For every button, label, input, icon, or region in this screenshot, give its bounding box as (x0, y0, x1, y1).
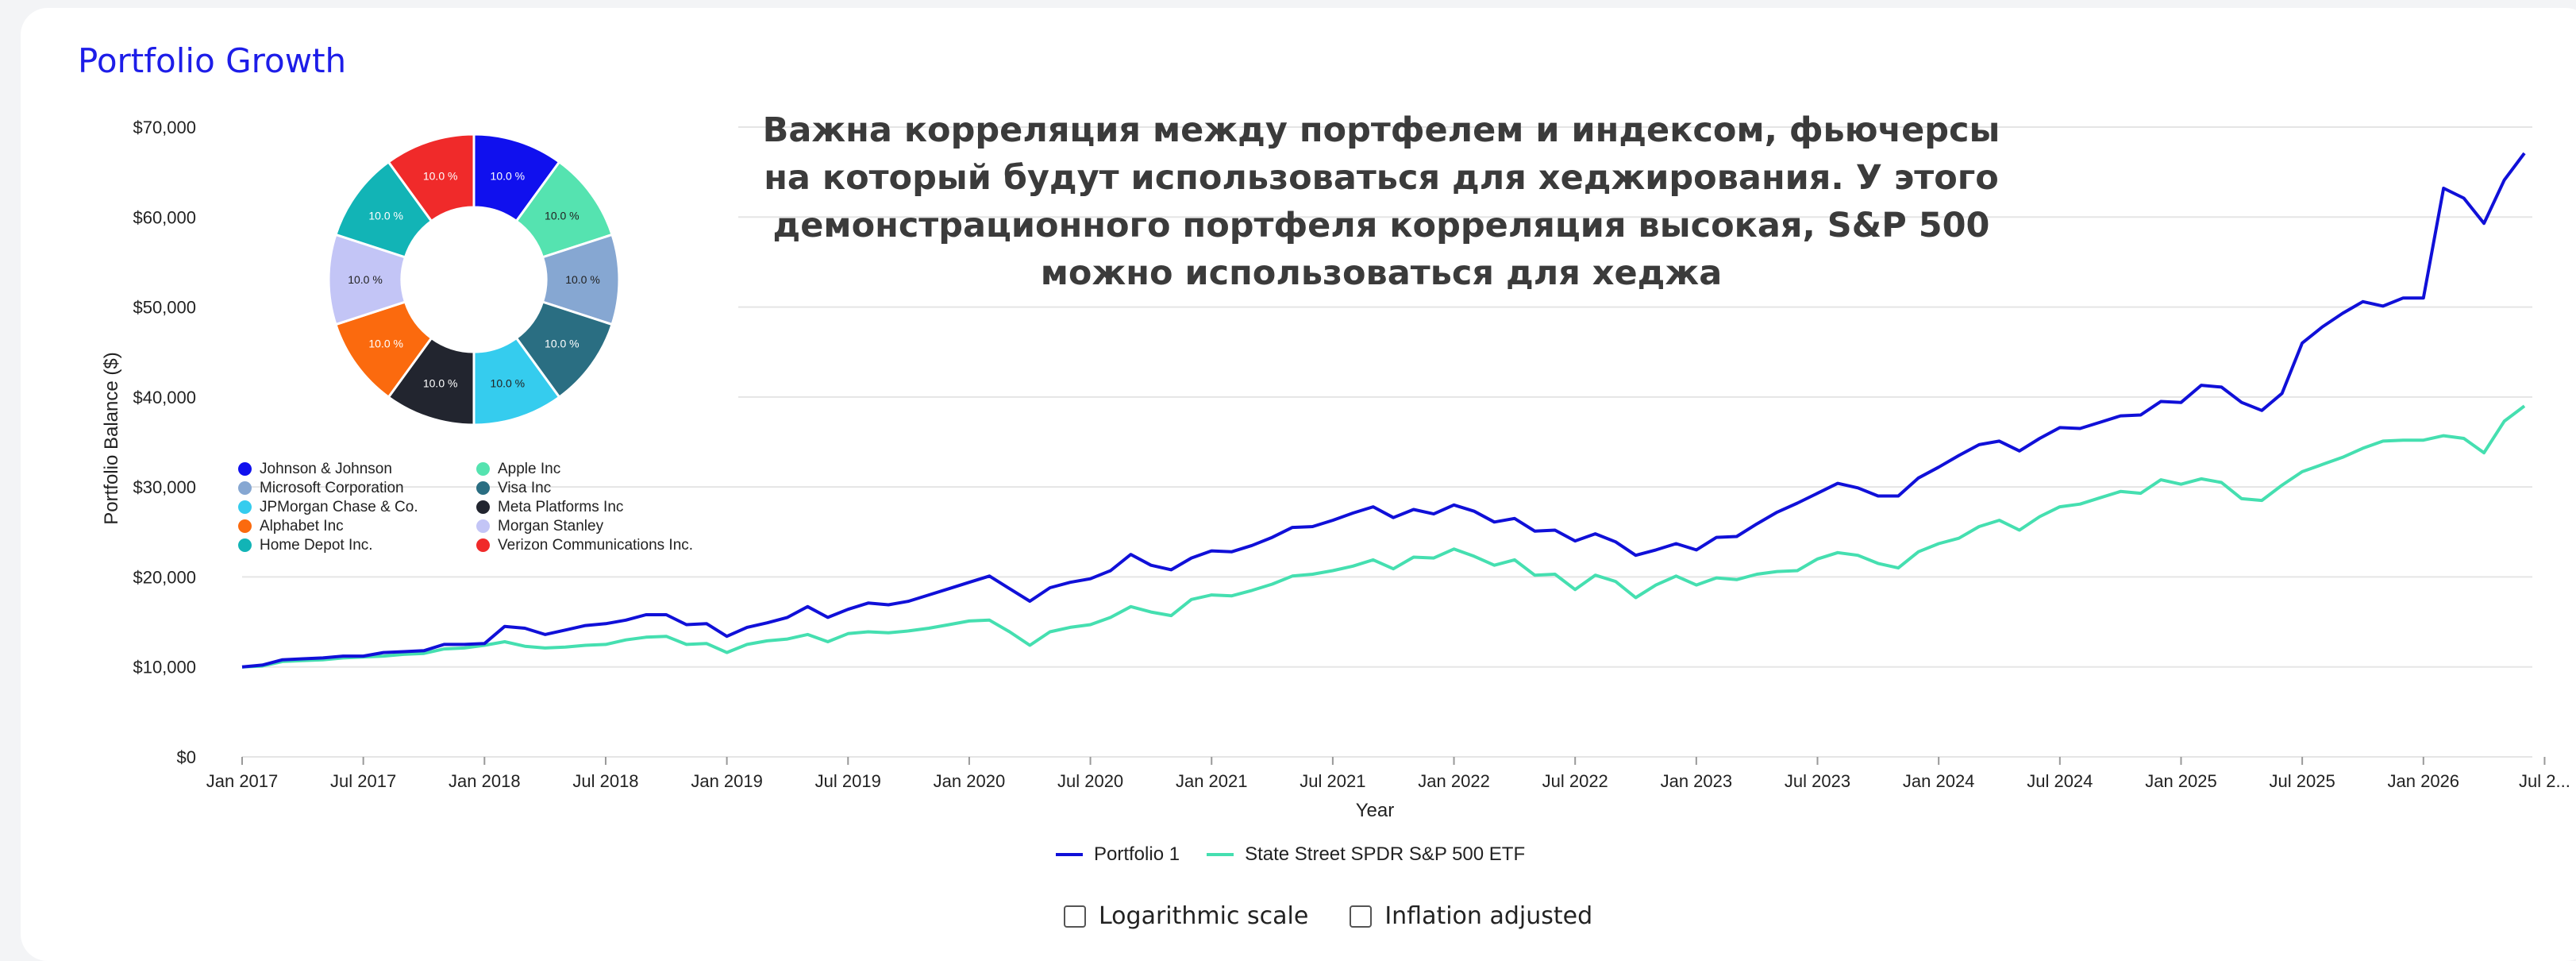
x-tick-label: Jul 2023 (1785, 771, 1850, 791)
legend-dot (238, 462, 252, 476)
y-tick-label: $40,000 (133, 388, 196, 407)
allocation-legend-label: JPMorgan Chase & Co. (260, 498, 418, 515)
allocation-legend: Johnson & Johnson Apple Inc Microsoft Corp… (238, 461, 762, 554)
allocation-donut: 10.0 % 10.0 % 10.0 % 10.0 % 10.0 % 10.0 % 10.0… (327, 133, 621, 426)
x-tick-label: Jul 2... (2519, 771, 2570, 791)
allocation-legend-label: Meta Platforms Inc (498, 498, 624, 515)
donut-slice-label: 10.0 % (565, 273, 600, 286)
y-tick-label: $50,000 (133, 298, 196, 318)
allocation-legend-item: Verizon Communications Inc. (476, 537, 746, 554)
x-axis-ticks: Jan 2017 Jul 2017 Jan 2018 Jul 2018 Jan 2019… (206, 757, 2570, 791)
allocation-legend-item: Alphabet Inc (238, 518, 476, 535)
allocation-legend-label: Home Depot Inc. (260, 536, 373, 554)
legend-dot (238, 519, 252, 533)
allocation-legend-item: Apple Inc (476, 461, 746, 477)
allocation-legend-item: Morgan Stanley (476, 518, 746, 535)
allocation-legend-label: Apple Inc (498, 460, 561, 477)
x-tick-label: Jan 2021 (1176, 771, 1248, 791)
x-tick-label: Jan 2018 (449, 771, 521, 791)
y-tick-label: $30,000 (133, 477, 196, 497)
x-tick-label: Jan 2020 (934, 771, 1006, 791)
y-tick-label: $20,000 (133, 567, 196, 587)
series-legend-label: Portfolio 1 (1094, 843, 1180, 865)
logarithmic-scale-checkbox[interactable] (1064, 905, 1086, 928)
chart-options: Logarithmic scale Inflation adjusted (1064, 902, 1592, 930)
x-tick-label: Jul 2021 (1300, 771, 1365, 791)
x-tick-label: Jan 2019 (691, 771, 763, 791)
allocation-legend-label: Visa Inc (498, 479, 552, 496)
allocation-legend-label: Alphabet Inc (260, 517, 344, 535)
allocation-legend-item: Home Depot Inc. (238, 537, 476, 554)
x-tick-label: Jul 2019 (815, 771, 881, 791)
correlation-annotation: Важна корреляция между портфелем и индек… (762, 110, 2000, 293)
inflation-adjusted-label: Inflation adjusted (1384, 902, 1593, 930)
x-tick-label: Jan 2022 (1418, 771, 1490, 791)
logarithmic-scale-option[interactable]: Logarithmic scale (1064, 902, 1308, 930)
inflation-adjusted-option[interactable]: Inflation adjusted (1350, 902, 1592, 930)
x-tick-label: Jul 2018 (572, 771, 638, 791)
x-tick-label: Jan 2023 (1661, 771, 1733, 791)
legend-swatch (1056, 853, 1083, 856)
legend-dot (476, 538, 490, 552)
series-line (241, 152, 2526, 669)
legend-dot (476, 500, 490, 514)
allocation-legend-label: Morgan Stanley (498, 517, 604, 535)
donut-slice-label: 10.0 % (348, 273, 383, 286)
allocation-legend-label: Microsoft Corporation (260, 479, 404, 496)
series-legend-label: State Street SPDR S&P 500 ETF (1245, 843, 1526, 865)
legend-dot (238, 500, 252, 514)
y-tick-label: $70,000 (133, 118, 196, 137)
donut-slice-label: 10.0 % (545, 338, 580, 350)
x-tick-label: Jul 2017 (330, 771, 396, 791)
donut-slice-label: 10.0 % (491, 170, 526, 183)
x-tick-label: Jan 2017 (206, 771, 279, 791)
x-tick-label: Jul 2022 (1542, 771, 1608, 791)
y-axis-label: Portfolio Balance ($) (101, 352, 122, 524)
x-tick-label: Jan 2024 (1903, 771, 1975, 791)
donut-slice-label: 10.0 % (423, 170, 458, 183)
donut-slice-label: 10.0 % (423, 376, 458, 389)
x-tick-label: Jul 2024 (2027, 771, 2093, 791)
allocation-legend-label: Verizon Communications Inc. (498, 536, 694, 554)
allocation-legend-item: JPMorgan Chase & Co. (238, 499, 476, 515)
y-tick-label: $0 (177, 747, 196, 767)
legend-dot (476, 462, 490, 476)
y-tick-label: $60,000 (133, 207, 196, 227)
donut-slice-label: 10.0 % (368, 209, 403, 222)
legend-dot (476, 519, 490, 533)
x-tick-label: Jan 2026 (2388, 771, 2460, 791)
donut-slice-label: 10.0 % (545, 209, 580, 222)
logarithmic-scale-label: Logarithmic scale (1099, 902, 1309, 930)
legend-dot (238, 481, 252, 495)
x-tick-label: Jan 2025 (2145, 771, 2217, 791)
allocation-legend-item: Visa Inc (476, 480, 746, 496)
series-line (241, 404, 2526, 669)
y-tick-label: $10,000 (133, 658, 196, 677)
donut-slice (387, 133, 476, 223)
allocation-legend-item: Meta Platforms Inc (476, 499, 746, 515)
donut-slice-label: 10.0 % (491, 376, 526, 389)
series-legend-item[interactable]: Portfolio 1 (1056, 843, 1180, 866)
chart-title: Portfolio Growth (78, 41, 347, 80)
series-legend-item[interactable]: State Street SPDR S&P 500 ETF (1207, 843, 1525, 866)
allocation-legend-item: Microsoft Corporation (238, 480, 476, 496)
legend-dot (476, 481, 490, 495)
donut-slice-label: 10.0 % (368, 338, 403, 350)
allocation-legend-item: Johnson & Johnson (238, 461, 476, 477)
series-lines (241, 152, 2526, 669)
x-tick-label: Jul 2025 (2270, 771, 2335, 791)
legend-dot (238, 538, 252, 552)
series-legend: Portfolio 1 State Street SPDR S&P 500 ETF (1056, 843, 1525, 866)
y-axis-ticks: $0 $10,000 $20,000 $30,000 $40,000 $50,000 $60… (133, 118, 196, 767)
legend-swatch (1207, 853, 1234, 856)
inflation-adjusted-checkbox[interactable] (1350, 905, 1373, 928)
x-tick-label: Jul 2020 (1057, 771, 1123, 791)
x-axis-label: Year (1356, 800, 1395, 821)
allocation-legend-label: Johnson & Johnson (260, 460, 392, 477)
